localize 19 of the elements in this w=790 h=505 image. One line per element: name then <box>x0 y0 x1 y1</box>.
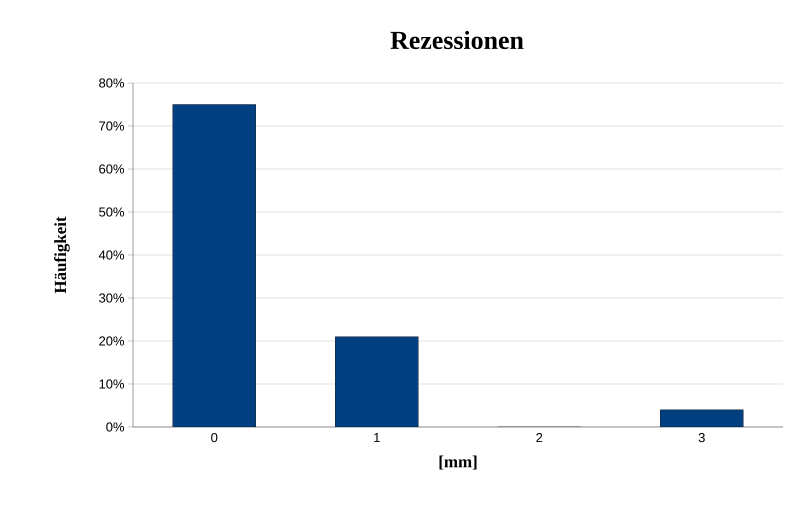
x-tick-label: 3 <box>698 433 705 442</box>
y-tick-label: 40% <box>98 250 124 260</box>
x-tick-label: 0 <box>211 433 218 442</box>
x-tick-label: 1 <box>374 433 380 442</box>
y-tick-label: 10% <box>100 379 124 389</box>
chart-title: Rezessionen <box>390 30 524 50</box>
y-tick-label: 70% <box>99 121 124 131</box>
x-axis-title: [mm] <box>440 456 476 470</box>
y-axis-title: Häufigkeit <box>54 216 70 294</box>
y-tick-label: 80% <box>99 78 124 88</box>
bar <box>660 410 744 427</box>
y-tick-label: 30% <box>99 293 124 303</box>
bar <box>335 336 418 427</box>
y-tick-label: 60% <box>99 164 124 174</box>
bar <box>172 104 256 427</box>
y-tick-label: 20% <box>99 336 124 346</box>
x-tick-label: 2 <box>536 433 542 442</box>
y-tick-label: 0% <box>106 422 124 432</box>
y-tick-label: 50% <box>99 207 124 217</box>
